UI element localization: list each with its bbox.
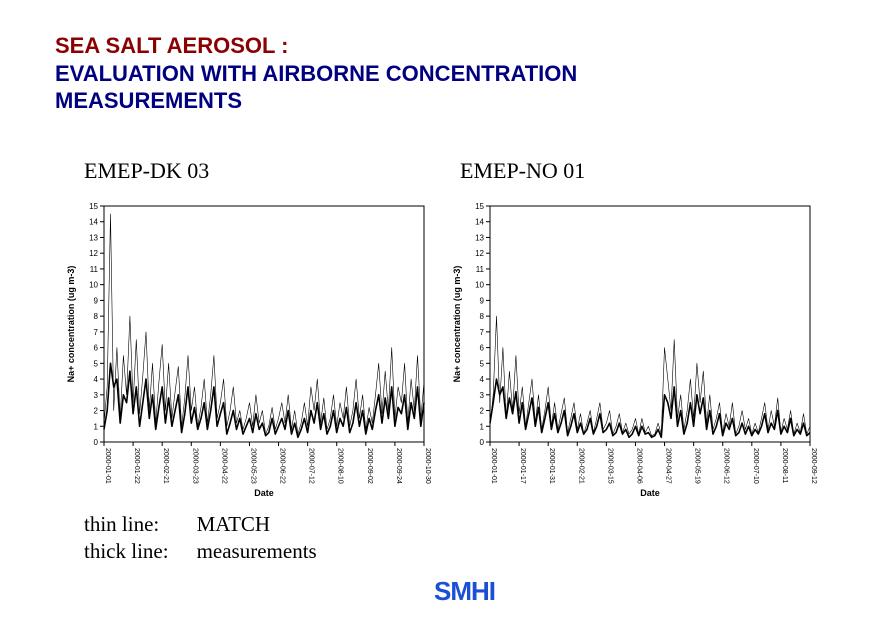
chart-legend: thin line: MATCH thick line: measurement…: [82, 510, 323, 566]
svg-text:5: 5: [480, 359, 485, 368]
svg-text:2000-03-23: 2000-03-23: [191, 448, 198, 484]
chart-dk03: 0123456789101112131415Na+ concentration …: [62, 200, 432, 500]
chart-no01: 0123456789101112131415Na+ concentration …: [448, 200, 818, 500]
svg-text:2000-08-10: 2000-08-10: [337, 448, 344, 484]
svg-text:15: 15: [475, 202, 484, 211]
svg-text:2000-06-22: 2000-06-22: [279, 448, 286, 484]
chart-label-no01: EMEP-NO 01: [460, 158, 585, 184]
svg-text:3: 3: [480, 391, 485, 400]
svg-text:6: 6: [480, 344, 485, 353]
chart-label-dk03: EMEP-DK 03: [84, 158, 209, 184]
title-line-3: MEASUREMENTS: [55, 88, 242, 113]
svg-text:13: 13: [475, 233, 484, 242]
svg-text:Na+ concentration (ug m-3): Na+ concentration (ug m-3): [452, 266, 462, 383]
svg-text:2000-01-31: 2000-01-31: [548, 448, 555, 484]
svg-text:7: 7: [480, 328, 485, 337]
svg-text:10: 10: [89, 281, 98, 290]
svg-text:0: 0: [94, 438, 99, 447]
svg-text:2000-05-19: 2000-05-19: [694, 448, 701, 484]
slide-title: SEA SALT AEROSOL : EVALUATION WITH AIRBO…: [55, 32, 577, 115]
legend-thin-left: thin line:: [84, 512, 173, 537]
svg-text:8: 8: [480, 312, 485, 321]
smhi-logo-text: SMHI: [434, 576, 495, 607]
svg-text:2000-04-06: 2000-04-06: [635, 448, 642, 484]
svg-text:1: 1: [94, 422, 99, 431]
svg-text:14: 14: [475, 218, 484, 227]
svg-text:2000-01-22: 2000-01-22: [133, 448, 140, 484]
svg-text:2000-09-12: 2000-09-12: [810, 448, 817, 484]
svg-text:2000-08-11: 2000-08-11: [781, 448, 788, 483]
legend-thick-left: thick line:: [84, 539, 173, 564]
svg-text:2000-02-21: 2000-02-21: [162, 448, 169, 484]
svg-text:11: 11: [90, 265, 99, 274]
svg-text:2000-01-01: 2000-01-01: [490, 448, 497, 484]
svg-text:6: 6: [94, 344, 99, 353]
svg-text:15: 15: [89, 202, 98, 211]
title-line-2: EVALUATION WITH AIRBORNE CONCENTRATION: [55, 61, 577, 86]
svg-text:Date: Date: [640, 488, 660, 498]
svg-text:Na+ concentration (ug m-3): Na+ concentration (ug m-3): [66, 266, 76, 383]
svg-text:2: 2: [480, 407, 485, 416]
svg-text:2000-07-12: 2000-07-12: [308, 448, 315, 484]
svg-text:2000-09-02: 2000-09-02: [366, 448, 373, 484]
smhi-logo: SMHI: [434, 576, 495, 607]
svg-text:4: 4: [94, 375, 99, 384]
svg-text:0: 0: [480, 438, 485, 447]
svg-text:2000-06-12: 2000-06-12: [723, 448, 730, 484]
svg-text:7: 7: [94, 328, 99, 337]
svg-text:4: 4: [480, 375, 485, 384]
svg-text:5: 5: [94, 359, 99, 368]
svg-text:2000-01-17: 2000-01-17: [519, 448, 526, 484]
svg-text:2000-01-01: 2000-01-01: [104, 448, 111, 484]
svg-text:2000-04-22: 2000-04-22: [220, 448, 227, 484]
svg-text:13: 13: [89, 233, 98, 242]
svg-text:2000-10-30: 2000-10-30: [424, 448, 431, 484]
svg-text:2000-02-21: 2000-02-21: [577, 448, 584, 484]
svg-text:9: 9: [94, 296, 99, 305]
svg-text:2000-07-10: 2000-07-10: [752, 448, 759, 484]
svg-text:2000-03-15: 2000-03-15: [606, 448, 613, 484]
svg-text:11: 11: [476, 265, 485, 274]
svg-text:2000-09-24: 2000-09-24: [395, 448, 402, 484]
svg-text:3: 3: [94, 391, 99, 400]
title-line-1: SEA SALT AEROSOL :: [55, 33, 288, 58]
svg-text:Date: Date: [254, 488, 274, 498]
legend-thin-right: MATCH: [197, 512, 321, 537]
svg-text:10: 10: [475, 281, 484, 290]
svg-text:2000-05-23: 2000-05-23: [249, 448, 256, 484]
svg-text:9: 9: [480, 296, 485, 305]
svg-text:2000-04-27: 2000-04-27: [665, 448, 672, 484]
svg-text:8: 8: [94, 312, 99, 321]
svg-text:1: 1: [480, 422, 485, 431]
svg-text:12: 12: [89, 249, 98, 258]
svg-text:12: 12: [475, 249, 484, 258]
svg-text:2: 2: [94, 407, 99, 416]
svg-text:14: 14: [89, 218, 98, 227]
legend-thick-right: measurements: [197, 539, 321, 564]
